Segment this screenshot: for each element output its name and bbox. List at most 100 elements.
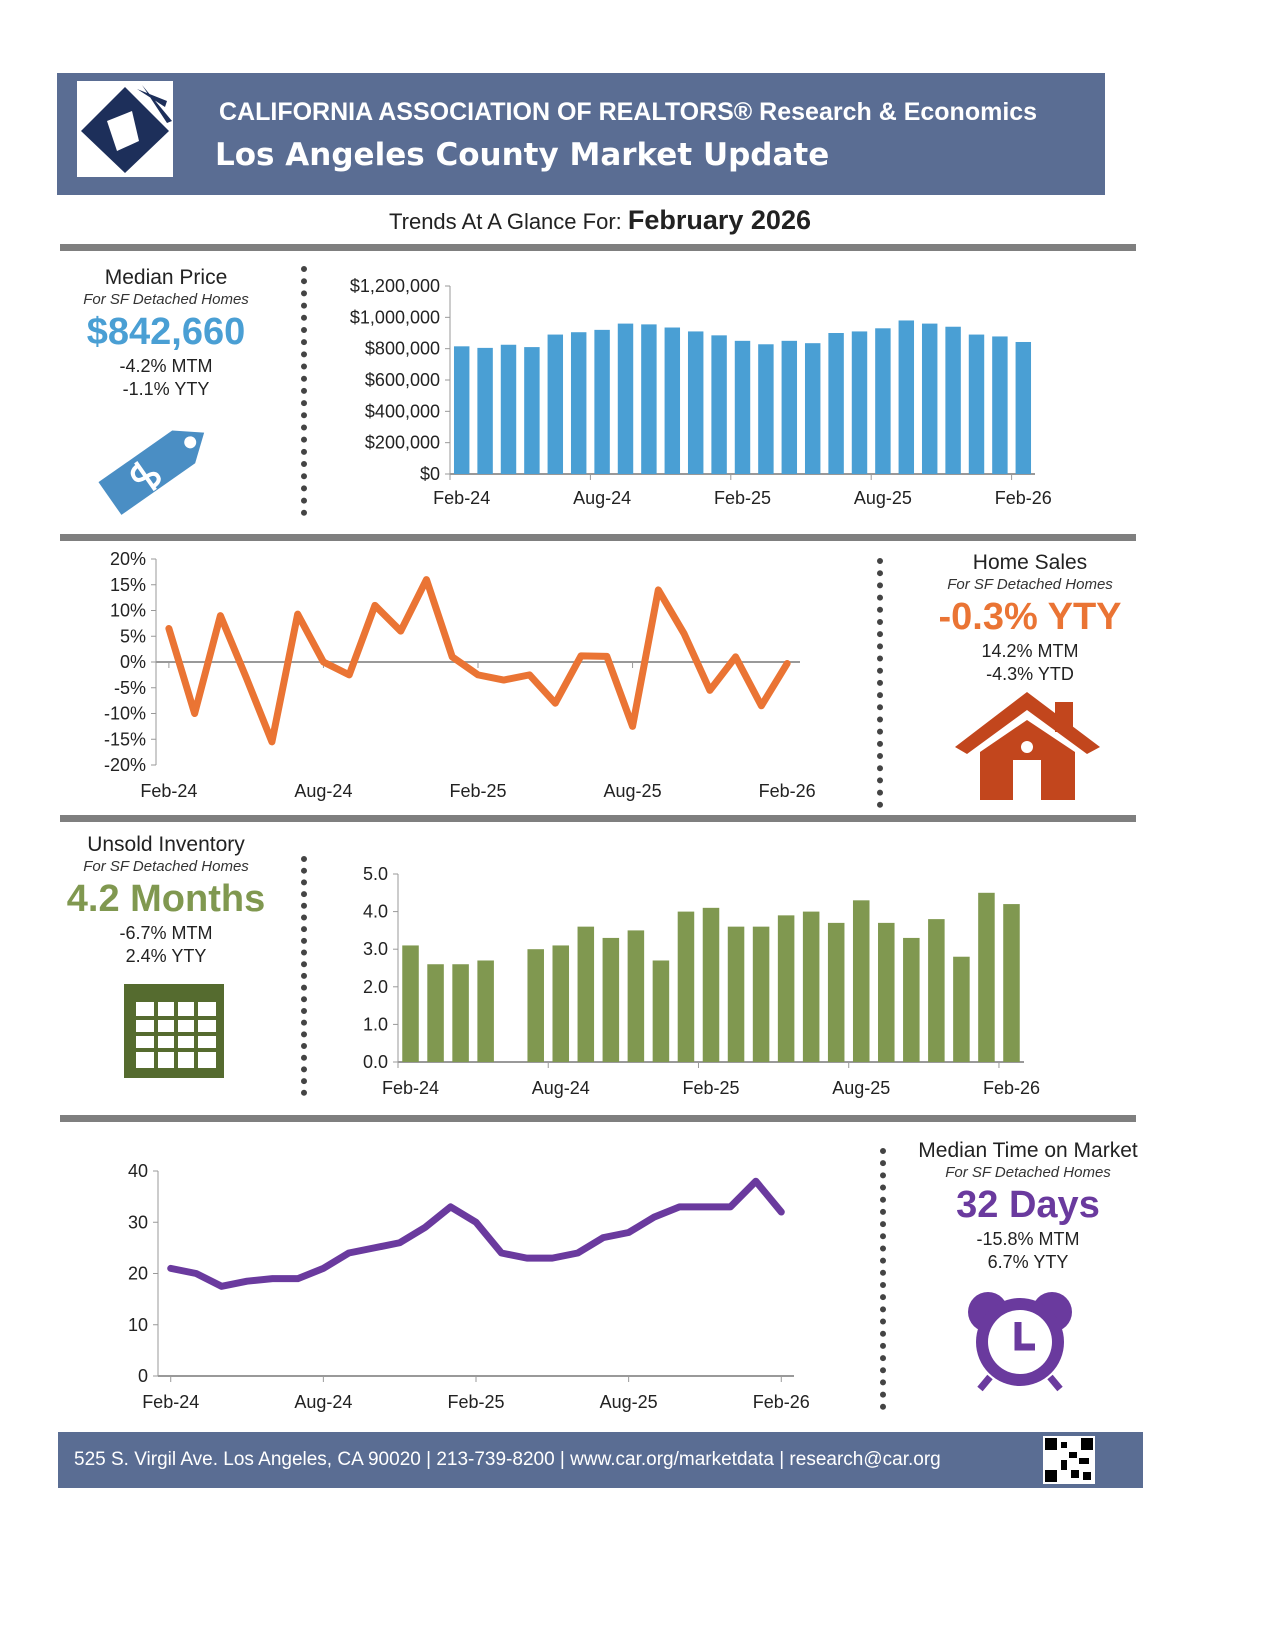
bar xyxy=(852,900,870,1062)
bar xyxy=(781,340,798,474)
y-tick-label: $800,000 xyxy=(365,339,440,359)
bar xyxy=(594,329,610,474)
kpi-mtm: -15.8% MTM xyxy=(976,1229,1080,1249)
bar xyxy=(968,334,985,474)
price-tag-icon xyxy=(98,430,205,515)
x-tick-label: Feb-25 xyxy=(714,488,771,508)
kpi-mtm: -6.7% MTM xyxy=(119,923,213,943)
bar xyxy=(727,926,745,1062)
y-tick-label: $400,000 xyxy=(365,401,440,421)
kpi-title: Median Price xyxy=(104,266,228,289)
y-tick-label: 20 xyxy=(128,1264,148,1284)
y-tick-label: $0 xyxy=(420,464,440,484)
bar xyxy=(702,907,720,1062)
inventory-chart: 0.0 1.0 2.0 3.0 4.0 5.0 Feb-24 Aug-24 Feb-25 Aug-… xyxy=(363,864,1040,1098)
divider xyxy=(60,244,1136,251)
bar xyxy=(802,911,820,1062)
y-tick-label: 0% xyxy=(120,652,146,672)
bar xyxy=(652,960,670,1062)
kpi-yty: 2.4% YTY xyxy=(125,946,207,966)
bar xyxy=(627,930,645,1062)
y-tick-label: -5% xyxy=(114,678,146,698)
kpi-yty: -1.1% YTY xyxy=(122,379,210,399)
bar xyxy=(928,919,945,1062)
y-tick-label: 5% xyxy=(120,626,146,646)
y-tick-label: 3.0 xyxy=(363,939,388,959)
x-tick-label: Aug-24 xyxy=(532,1078,590,1098)
bar xyxy=(453,346,470,474)
kpi-subtitle: For SF Detached Homes xyxy=(83,291,249,308)
x-tick-label: Feb-25 xyxy=(682,1078,739,1098)
trend-period: February 2026 xyxy=(627,205,811,235)
bar xyxy=(777,915,795,1062)
dotted-separator xyxy=(301,266,307,516)
footer-contact: 525 S. Virgil Ave. Los Angeles, CA 90020… xyxy=(74,1449,941,1470)
data-line xyxy=(165,576,791,746)
bar xyxy=(921,323,938,474)
bar xyxy=(992,336,1008,474)
bar xyxy=(1003,904,1020,1062)
home-sales-kpi: Home Sales For SF Detached Homes -0.3% Y… xyxy=(900,550,1160,686)
kpi-value: 4.2 Months xyxy=(66,878,266,920)
x-tick-label: Aug-24 xyxy=(294,781,352,801)
bar xyxy=(827,922,845,1062)
x-tick-label: Aug-24 xyxy=(294,1392,352,1412)
y-tick-label: $600,000 xyxy=(365,370,440,390)
x-tick-label: Aug-25 xyxy=(604,781,662,801)
x-tick-label: Feb-25 xyxy=(447,1392,504,1412)
x-tick-label: Feb-26 xyxy=(995,488,1052,508)
y-tick-label: 5.0 xyxy=(363,864,388,884)
y-tick-label: 30 xyxy=(128,1212,148,1232)
bar xyxy=(711,335,727,474)
car-logo xyxy=(77,81,173,177)
median-price-kpi: Median Price For SF Detached Homes $842,… xyxy=(36,265,296,401)
bar xyxy=(641,324,657,474)
x-tick-label: Aug-25 xyxy=(600,1392,658,1412)
bar xyxy=(402,945,419,1062)
bar xyxy=(752,926,770,1062)
x-tick-label: Feb-24 xyxy=(142,1392,199,1412)
org-name: CALIFORNIA ASSOCIATION OF REALTORS® Rese… xyxy=(219,98,1038,126)
calendar-icon xyxy=(124,984,224,1078)
bar xyxy=(1015,341,1032,474)
x-tick-label: Aug-25 xyxy=(854,488,912,508)
x-tick-label: Feb-26 xyxy=(753,1392,810,1412)
bar xyxy=(602,937,620,1062)
dotted-separator xyxy=(301,856,307,1096)
kpi-value: 32 Days xyxy=(956,1184,1100,1226)
y-tick-label: 10 xyxy=(128,1315,148,1335)
bar xyxy=(500,344,517,474)
y-tick-label: $1,000,000 xyxy=(350,307,440,327)
y-tick-label: 1.0 xyxy=(363,1014,388,1034)
x-tick-label: Aug-25 xyxy=(832,1078,890,1098)
header-banner: CALIFORNIA ASSOCIATION OF REALTORS® Rese… xyxy=(57,73,1105,195)
report-title: Los Angeles County Market Update xyxy=(215,137,830,173)
kpi-subtitle: For SF Detached Homes xyxy=(945,1164,1111,1181)
divider xyxy=(60,815,1136,822)
bar xyxy=(527,949,544,1062)
bar xyxy=(570,332,587,474)
y-tick-label: 10% xyxy=(110,601,146,621)
bar xyxy=(875,328,891,474)
y-tick-label: 2.0 xyxy=(363,977,388,997)
y-tick-label: -10% xyxy=(104,704,146,724)
bar xyxy=(552,945,570,1062)
bar xyxy=(524,347,540,474)
kpi-value: -0.3% YTY xyxy=(938,596,1122,638)
kpi-ytd: -4.3% YTD xyxy=(986,664,1074,684)
y-tick-label: 0 xyxy=(138,1366,148,1386)
x-tick-label: Feb-26 xyxy=(983,1078,1040,1098)
kpi-subtitle: For SF Detached Homes xyxy=(947,576,1113,593)
y-tick-label: $1,200,000 xyxy=(350,276,440,296)
y-tick-label: 0.0 xyxy=(363,1052,388,1072)
footer-bar: 525 S. Virgil Ave. Los Angeles, CA 90020… xyxy=(58,1432,1143,1488)
bar xyxy=(577,926,595,1062)
trend-label: Trends At A Glance For: xyxy=(389,209,628,234)
bar xyxy=(427,964,444,1062)
bar xyxy=(547,334,564,474)
bar xyxy=(903,937,920,1062)
y-tick-label: 40 xyxy=(128,1161,148,1181)
x-tick-label: Feb-24 xyxy=(433,488,490,508)
bar xyxy=(617,323,634,474)
